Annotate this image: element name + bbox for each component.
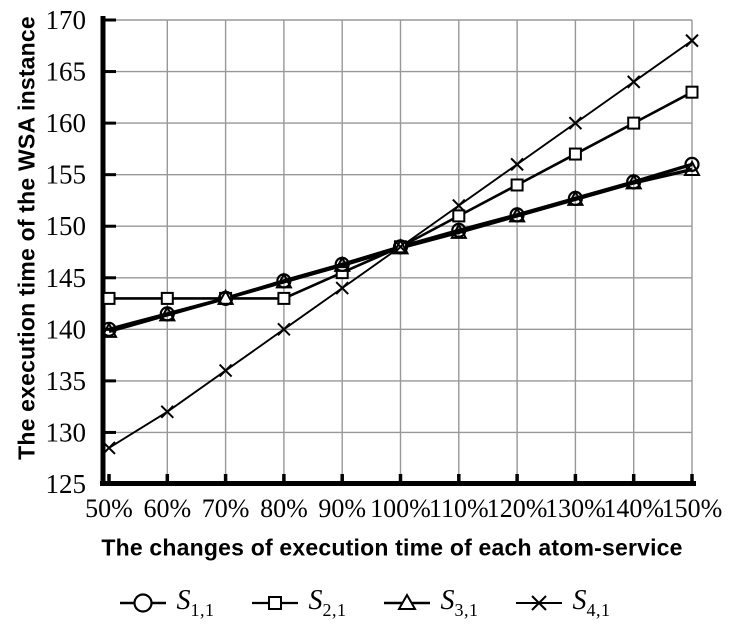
line-chart-canvas: 125 130 135 140 145 150 155 160 165 170 50% 60% 70% 8… [46,5,723,523]
legend-series-label: S2,1 [308,585,347,620]
svg-text:110%: 110% [429,494,489,523]
svg-text:90%: 90% [318,494,366,523]
svg-text:140: 140 [46,314,87,344]
legend-item-s31: S3,1 [383,586,479,620]
svg-text:150: 150 [46,211,87,241]
svg-text:165: 165 [46,57,87,87]
svg-text:125: 125 [46,469,87,499]
legend-marker-circle-icon [119,593,166,613]
svg-text:170: 170 [46,5,87,35]
svg-text:120%: 120% [487,494,548,523]
legend-item-s21: S2,1 [251,586,347,620]
legend-item-s11: S1,1 [119,586,215,620]
svg-text:155: 155 [46,160,87,190]
svg-text:70%: 70% [202,494,250,523]
svg-text:160: 160 [46,108,87,138]
svg-text:80%: 80% [260,494,308,523]
legend-marker-triangle-icon [383,592,430,610]
x-axis-title: The changes of execution time of each at… [101,534,683,561]
svg-text:135: 135 [46,366,87,396]
y-axis-title: The execution time of the WSA instance [13,16,40,460]
svg-text:140%: 140% [603,494,664,523]
svg-text:60%: 60% [143,494,191,523]
legend: S1,1 S2,1 S3,1 S4,1 [0,586,729,620]
svg-text:145: 145 [46,263,87,293]
svg-text:50%: 50% [85,494,133,523]
legend-item-s41: S4,1 [515,586,611,620]
svg-text:150%: 150% [662,494,723,523]
legend-marker-x-icon [515,595,562,611]
legend-series-label: S3,1 [440,585,479,620]
svg-text:100%: 100% [370,494,431,523]
legend-series-label: S4,1 [572,585,611,620]
svg-text:130%: 130% [545,494,606,523]
legend-series-label: S1,1 [176,585,215,620]
svg-text:130: 130 [46,417,87,447]
legend-marker-square-icon [251,596,298,610]
